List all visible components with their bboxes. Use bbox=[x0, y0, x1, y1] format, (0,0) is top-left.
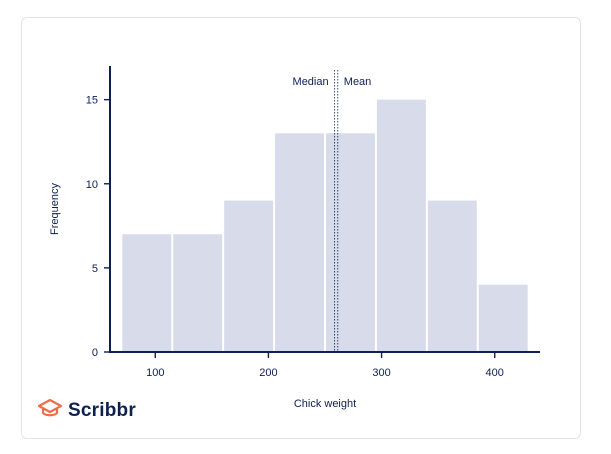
y-tick-label: 0 bbox=[92, 347, 98, 359]
median-label: Median bbox=[293, 76, 329, 88]
axes-group: 0 5 10 15 100 200 300 400 bbox=[86, 66, 540, 379]
brand-name: Scribbr bbox=[68, 399, 136, 421]
y-tick-label: 10 bbox=[86, 179, 98, 191]
y-tick-label: 5 bbox=[92, 263, 98, 275]
histogram-bar bbox=[326, 133, 375, 352]
histogram-bar bbox=[478, 284, 528, 352]
x-tick-label: 100 bbox=[146, 367, 164, 379]
histogram-bar bbox=[427, 200, 477, 352]
x-tick-label: 200 bbox=[259, 367, 277, 379]
x-tick-label: 300 bbox=[372, 367, 390, 379]
histogram-bar bbox=[173, 234, 223, 352]
y-axis-label: Frequency bbox=[49, 183, 61, 235]
bars-group bbox=[122, 99, 528, 352]
x-axis-label: Chick weight bbox=[294, 398, 356, 410]
y-tick-label: 15 bbox=[86, 95, 98, 107]
histogram-bar bbox=[376, 99, 426, 352]
histogram-bar bbox=[122, 234, 172, 352]
annotations-group: Median Mean bbox=[293, 70, 372, 352]
histogram-bar bbox=[275, 133, 324, 352]
mean-label: Mean bbox=[344, 76, 372, 88]
x-tick-label: 400 bbox=[486, 367, 504, 379]
histogram-bar bbox=[224, 200, 274, 352]
brand-logo: Scribbr bbox=[37, 397, 136, 424]
scribbr-logo-icon bbox=[37, 397, 63, 424]
